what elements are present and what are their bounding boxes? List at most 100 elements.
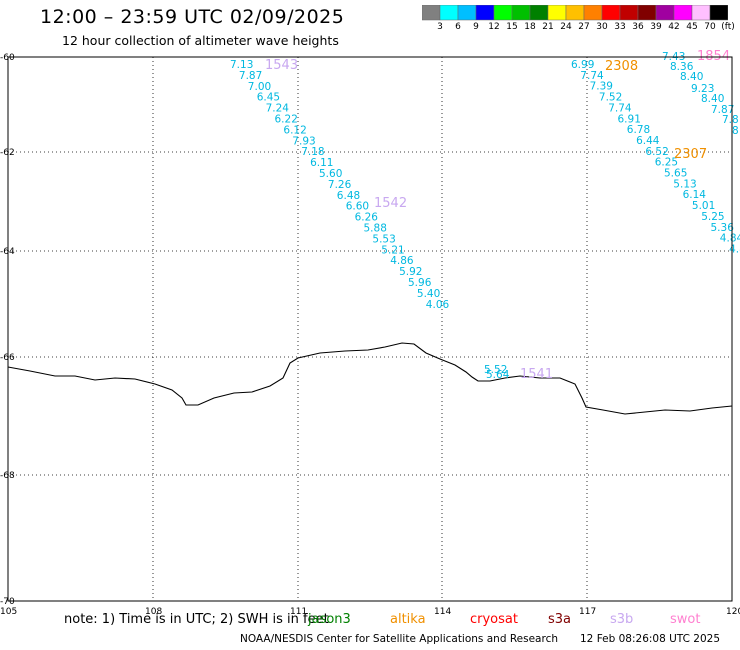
wave-height-label: 6.25 <box>655 157 678 169</box>
wave-height-label: 6.11 <box>310 157 333 169</box>
wave-height-label: 7.74 <box>608 102 632 114</box>
wave-height-label: 6.44 <box>636 135 660 147</box>
track-labels: 7.137.877.006.457.246.226.127.937.186.11… <box>230 49 740 382</box>
wave-height-label: 7.39 <box>590 81 613 93</box>
scale-label: 6 <box>455 22 461 32</box>
scale-label: 15 <box>506 22 518 32</box>
wave-height-label: 7.00 <box>248 81 271 93</box>
pass-id-label: 1541 <box>520 367 553 382</box>
wave-height-label: 6.91 <box>618 113 641 125</box>
wave-height-label: 8.36 <box>670 61 694 73</box>
wave-height-label: 7.26 <box>328 179 352 191</box>
wave-height-label: 6.12 <box>283 124 306 136</box>
color-scale-bar <box>422 5 728 21</box>
wave-height-label: 5.01 <box>692 200 715 212</box>
y-tick-label: -64 <box>0 247 15 257</box>
scale-label: (ft) <box>721 22 735 32</box>
x-tick-label: 105 <box>0 607 17 617</box>
wave-height-label: 5.53 <box>372 233 395 245</box>
wave-height-label: 5.92 <box>399 266 422 278</box>
wave-height-label: 6.78 <box>627 124 650 136</box>
satellite-legend-item: s3b <box>610 612 634 627</box>
scale-label: 70 <box>704 22 716 32</box>
wave-height-label: 7.18 <box>301 146 324 158</box>
wave-height-label: 6.48 <box>337 190 360 202</box>
scale-label: 45 <box>686 22 698 32</box>
wave-height-label: 5.52 <box>484 364 507 376</box>
wave-height-label: 7.52 <box>599 92 622 104</box>
scale-label: 3 <box>437 22 443 32</box>
wave-height-label: 9.23 <box>691 83 714 95</box>
pass-id-label: 1543 <box>265 58 298 73</box>
scale-label: 9 <box>473 22 479 32</box>
scale-label: 24 <box>560 22 572 32</box>
y-tick-label: -60 <box>0 53 15 63</box>
wave-height-label: 7.24 <box>266 103 290 115</box>
wave-height-label: 6.52 <box>645 146 668 158</box>
wave-height-label: 8.40 <box>701 93 724 105</box>
scale-label: 36 <box>632 22 644 32</box>
antarctic-coastline <box>7 342 733 415</box>
y-tick-label: -70 <box>0 597 15 607</box>
wave-height-label: 6.60 <box>346 201 369 213</box>
wave-height-label: 4.84 <box>720 233 740 245</box>
wave-height-label: 5.65 <box>664 168 687 180</box>
satellite-legend-item: swot <box>670 612 701 627</box>
wave-height-label: 5.64 <box>486 369 510 381</box>
wave-height-label: 5.36 <box>711 222 735 234</box>
wave-height-label: 5.25 <box>701 211 724 223</box>
x-tick-label: 108 <box>145 607 162 617</box>
wave-height-label: 6.99 <box>571 59 594 71</box>
y-tick-label: -66 <box>0 353 15 363</box>
wave-height-label: 6.22 <box>275 114 298 126</box>
map-title: 12:00 – 23:59 UTC 02/09/2025 <box>40 6 345 28</box>
wave-height-label: 5.88 <box>364 223 387 235</box>
wave-height-label: 5.96 <box>408 277 432 289</box>
wave-height-label: 7.87 <box>711 104 734 116</box>
x-tick-label: 117 <box>579 607 596 617</box>
wave-height-label: 4.8 <box>729 243 740 255</box>
wave-height-label: 6.14 <box>683 189 707 201</box>
y-tick-label: -62 <box>0 148 15 158</box>
y-tick-label: -68 <box>0 471 15 481</box>
satellite-legend-item: altika <box>390 612 426 627</box>
wave-height-label: 7.13 <box>230 59 253 71</box>
wave-height-label: 5.21 <box>381 244 404 256</box>
satellite-legend-item: cryosat <box>470 612 518 627</box>
scale-label: 42 <box>668 22 680 32</box>
x-tick-label: 120 <box>726 607 740 617</box>
x-tick-label: 111 <box>290 607 307 617</box>
scale-label: 18 <box>524 22 536 32</box>
wave-height-label: 4.86 <box>390 255 414 267</box>
pass-id-label: 1542 <box>374 196 407 211</box>
scale-label: 39 <box>650 22 662 32</box>
pass-id-label: 2307 <box>674 147 707 162</box>
wave-height-label: 7.87 <box>239 70 262 82</box>
map-subtitle: 12 hour collection of altimeter wave hei… <box>62 33 339 48</box>
scale-label: 12 <box>488 22 500 32</box>
wave-height-label: 5.40 <box>417 288 440 300</box>
wave-height-label: 7.93 <box>292 135 315 147</box>
wave-height-label: 4.06 <box>426 299 450 311</box>
credit-line: NOAA/NESDIS Center for Satellite Applica… <box>240 633 558 645</box>
footer-note: note: 1) Time is in UTC; 2) SWH is in fe… <box>64 612 329 627</box>
scale-label: 30 <box>596 22 608 32</box>
generated-timestamp: 12 Feb 08:26:08 UTC 2025 <box>580 633 720 645</box>
satellite-legend-item: s3a <box>548 612 572 627</box>
pass-id-label: 2308 <box>605 59 638 74</box>
wave-height-label: 7.8 <box>722 114 739 126</box>
satellite-legend-item: jason3 <box>308 612 351 627</box>
wave-height-label: 7.74 <box>580 70 604 82</box>
scale-label: 33 <box>614 22 626 32</box>
axis-ticks: 105 108 111 114 117 120 -60 -62 -64 -66 -68 -70 <box>0 53 740 617</box>
scale-swatch <box>709 5 728 21</box>
wave-height-label: 5.13 <box>673 178 696 190</box>
wave-height-label: 8 <box>732 125 739 137</box>
wave-height-label: 5.60 <box>319 168 342 180</box>
map-grid <box>8 57 732 601</box>
wave-height-label: 6.26 <box>355 212 379 224</box>
scale-label: 21 <box>542 22 554 32</box>
x-tick-label: 114 <box>434 607 451 617</box>
map-frame <box>7 56 733 602</box>
